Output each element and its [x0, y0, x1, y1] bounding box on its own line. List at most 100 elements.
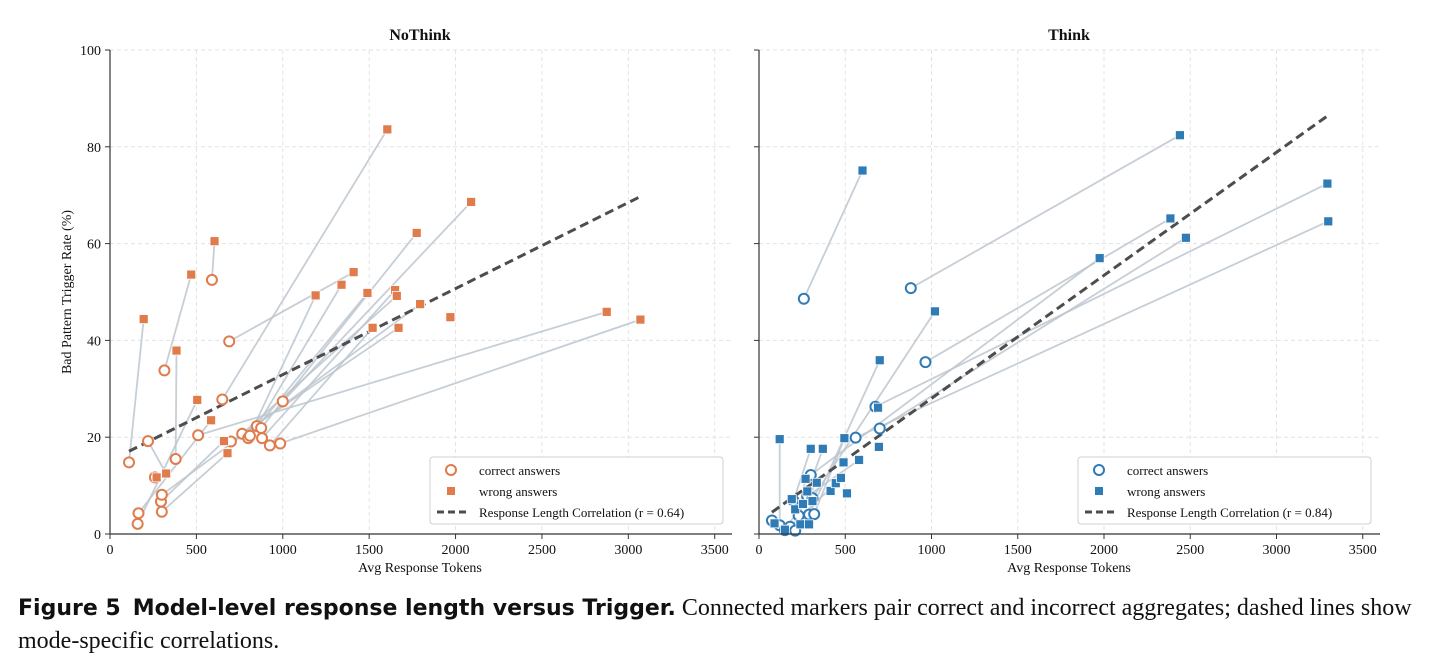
- y-tick-label: 40: [87, 334, 101, 349]
- pair-connector-line: [260, 232, 418, 429]
- wrong-answer-point: [930, 306, 940, 317]
- wrong-answer-point: [811, 477, 822, 488]
- correlation-line: [128, 194, 643, 453]
- wrong-answer-point: [774, 434, 785, 445]
- correct-answer-point: [263, 439, 276, 452]
- correct-answer-point: [192, 429, 205, 442]
- wrong-answer-point: [802, 486, 813, 497]
- wrong-answer-point: [192, 395, 203, 405]
- legend-correct-label: correct answers: [1127, 463, 1208, 478]
- wrong-answer-point: [206, 415, 216, 426]
- axes-think: 0 500 1000 1500 2000 2500 3000 3500: [754, 49, 1380, 558]
- legend-correct-marker: [445, 464, 457, 476]
- x-tick-label: 500: [186, 543, 207, 558]
- x-tick-label: 2000: [442, 543, 470, 558]
- wrong-answer-point: [836, 472, 846, 483]
- wrong-answer-point: [873, 402, 883, 413]
- wrong-answer-point: [445, 312, 456, 323]
- caption-text: Connected markers pair correct and incor…: [18, 595, 1412, 654]
- pair-connector-line: [803, 170, 864, 300]
- x-tick-label: 2500: [1176, 543, 1204, 558]
- wrong-answer-point: [873, 441, 884, 452]
- wrong-answer-point: [310, 290, 321, 301]
- wrong-answer-point: [798, 499, 808, 509]
- wrong-answer-point: [839, 433, 850, 444]
- x-axis-label-think: Avg Response Tokens: [1007, 561, 1131, 576]
- correct-answer-point: [205, 273, 218, 286]
- pair-connector-line: [282, 201, 472, 403]
- wrong-answer-point: [393, 322, 404, 333]
- wrong-answer-point: [1165, 213, 1176, 224]
- correlation-line-think: [771, 114, 1330, 514]
- pair-connector-line: [855, 220, 1329, 439]
- panel-nothink: 0 500 1000 1500 2000 2500 3000 3500 0 20 40 60 80 100…: [60, 27, 732, 576]
- wrong-answer-point: [151, 472, 162, 483]
- markers-think: [765, 130, 1334, 537]
- wrong-answer-point: [800, 473, 811, 484]
- wrong-answer-point: [1322, 178, 1333, 189]
- wrong-answer-point: [411, 228, 422, 238]
- correct-answer-point: [132, 507, 145, 520]
- pair-connector-line: [261, 289, 396, 439]
- wrong-answer-point: [1094, 253, 1105, 264]
- pair-connector-line: [221, 128, 389, 400]
- correct-answer-point: [169, 452, 182, 465]
- figure-caption: Figure 5 Model-level response length vers…: [18, 592, 1428, 657]
- wrong-answer-point: [1175, 130, 1185, 141]
- y-axis-label: Bad Pattern Trigger Rate (%): [60, 210, 75, 374]
- wrong-answer-point: [382, 124, 393, 135]
- x-tick-label: 0: [756, 543, 763, 558]
- wrong-answer-point: [804, 519, 814, 530]
- pair-connector-line: [249, 292, 369, 437]
- panel-title-nothink: NoThink: [389, 27, 450, 44]
- wrong-answer-point: [779, 524, 790, 535]
- pair-connector-line: [813, 437, 846, 515]
- x-tick-label: 0: [107, 543, 114, 558]
- correct-answer-point: [155, 505, 168, 518]
- y-tick-label: 0: [94, 528, 101, 543]
- wrong-answer-point: [391, 290, 402, 301]
- legend-wrong-marker: [1095, 487, 1103, 495]
- correct-answer-point: [256, 432, 269, 445]
- wrong-answer-point: [805, 443, 816, 454]
- legend-wrong-marker: [447, 487, 455, 495]
- correct-answer-point: [904, 282, 917, 295]
- correct-answer-point: [223, 335, 236, 348]
- pair-connector-line: [806, 459, 860, 497]
- correct-answer-point: [919, 356, 932, 369]
- wrong-answer-point: [874, 355, 885, 366]
- legend-wrong-label: wrong answers: [479, 484, 557, 499]
- correct-answer-point: [142, 435, 155, 448]
- correct-answer-point: [158, 364, 171, 377]
- correct-answer-point: [131, 517, 144, 530]
- x-tick-label: 3000: [1263, 543, 1291, 558]
- pair-connector-line: [147, 440, 167, 474]
- wrong-answer-point: [807, 496, 818, 506]
- pair-connector-line: [910, 134, 1181, 289]
- legend-correlation-label: Response Length Correlation (r = 0.84): [1127, 505, 1332, 520]
- caption-label: Figure 5: [18, 596, 121, 621]
- legend-nothink: correct answers wrong answers Response L…: [429, 456, 724, 525]
- wrong-answer-point: [842, 488, 852, 499]
- wrong-answer-point: [838, 457, 849, 468]
- wrong-answer-point: [138, 314, 149, 325]
- correct-answer-point: [243, 429, 256, 442]
- wrong-answer-point: [1323, 216, 1334, 227]
- correct-answer-point: [155, 488, 168, 501]
- correct-answer-point: [797, 292, 810, 305]
- wrong-answer-point: [171, 345, 182, 356]
- grid-lines-think: [758, 49, 1380, 535]
- x-tick-label: 500: [835, 543, 856, 558]
- pair-connector-line: [211, 241, 216, 280]
- pair-connector-line: [174, 350, 178, 459]
- wrong-answer-point: [222, 448, 233, 459]
- legend-correct-marker: [1093, 464, 1105, 476]
- pair-connector-line: [136, 399, 199, 525]
- wrong-answer-point: [348, 267, 359, 278]
- wrong-answer-point: [786, 494, 797, 505]
- pair-connector-line: [256, 284, 343, 427]
- wrong-answer-point: [795, 519, 806, 530]
- legend-correlation-label: Response Length Correlation (r = 0.64): [479, 505, 684, 520]
- pair-connector-line: [247, 295, 317, 439]
- correct-answer-point: [873, 422, 886, 435]
